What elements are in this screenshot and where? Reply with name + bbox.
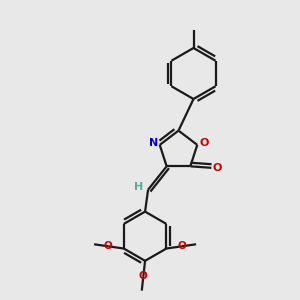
Text: O: O	[199, 138, 208, 148]
Text: N: N	[148, 138, 158, 148]
Text: H: H	[134, 182, 143, 192]
Text: O: O	[213, 163, 222, 173]
Text: O: O	[104, 241, 113, 251]
Text: O: O	[177, 241, 186, 251]
Text: O: O	[139, 271, 148, 281]
